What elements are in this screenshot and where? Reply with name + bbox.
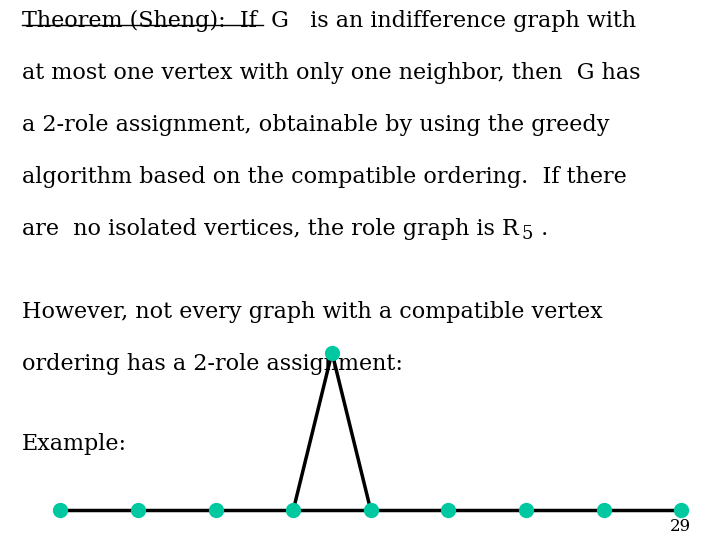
Text: a 2-role assignment, obtainable by using the greedy: a 2-role assignment, obtainable by using… bbox=[22, 114, 609, 136]
Text: .: . bbox=[534, 218, 549, 240]
Text: are  no isolated vertices, the role graph is R: are no isolated vertices, the role graph… bbox=[22, 218, 518, 240]
Text: Example:: Example: bbox=[22, 433, 127, 455]
Text: ordering has a 2-role assignment:: ordering has a 2-role assignment: bbox=[22, 353, 402, 375]
Text: at most one vertex with only one neighbor, then  G has: at most one vertex with only one neighbo… bbox=[22, 62, 640, 84]
Text: algorithm based on the compatible ordering.  If there: algorithm based on the compatible orderi… bbox=[22, 166, 626, 188]
Text: Theorem (Sheng):  If  G   is an indifference graph with: Theorem (Sheng): If G is an indifference… bbox=[22, 10, 636, 32]
Text: 29: 29 bbox=[670, 518, 691, 535]
Text: 5: 5 bbox=[521, 225, 533, 243]
Text: However, not every graph with a compatible vertex: However, not every graph with a compatib… bbox=[22, 301, 602, 323]
